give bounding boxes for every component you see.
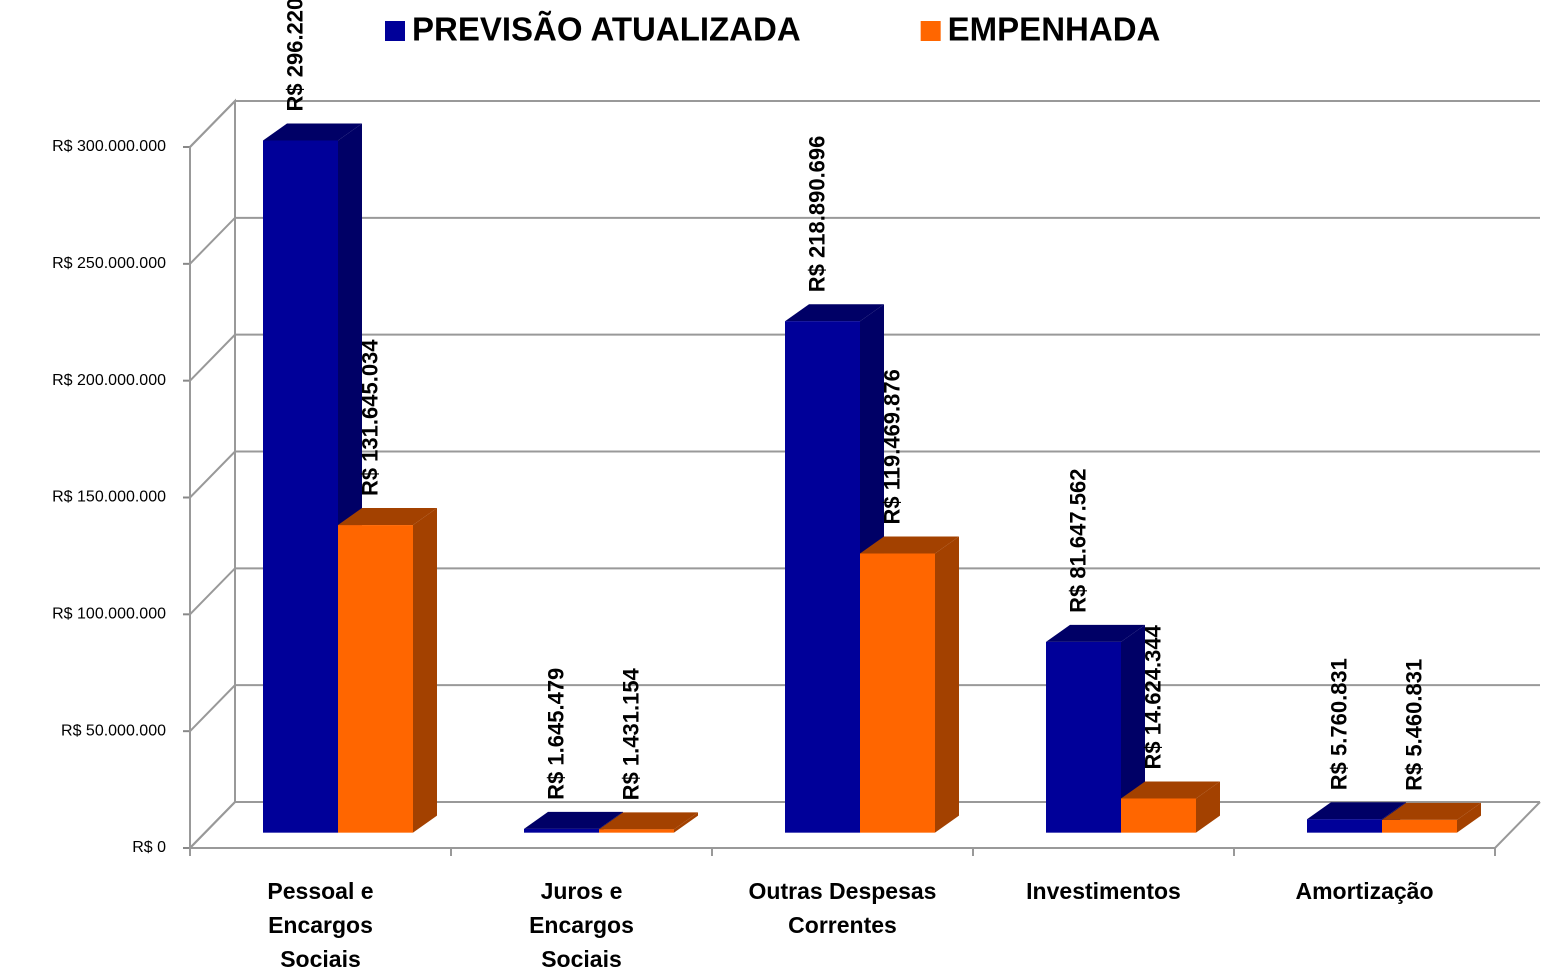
bar-top bbox=[1307, 802, 1406, 820]
x-tick-label: Juros e Encargos Sociais bbox=[529, 878, 634, 971]
value-label: R$ 14.624.344 bbox=[1140, 624, 1165, 769]
bar bbox=[860, 553, 935, 833]
legend-swatch bbox=[920, 21, 941, 41]
bar bbox=[785, 321, 860, 833]
y-tick-label: R$ 150.000.000 bbox=[52, 489, 166, 506]
bar-top bbox=[860, 536, 959, 554]
grid-line bbox=[189, 333, 1540, 382]
bar-side bbox=[1121, 624, 1145, 833]
bar-top bbox=[1382, 802, 1481, 820]
legend-swatch bbox=[385, 21, 405, 41]
grid-line bbox=[189, 216, 1540, 265]
value-label: R$ 5.760.831 bbox=[1326, 658, 1351, 790]
legend-label: EMPENHADA bbox=[948, 11, 1161, 48]
grid-line bbox=[189, 100, 1540, 148]
bar-side bbox=[413, 508, 437, 833]
value-label: R$ 5.460.831 bbox=[1401, 659, 1426, 791]
bar-top bbox=[1121, 781, 1220, 799]
bar-side bbox=[1196, 781, 1220, 833]
bar-side bbox=[935, 536, 959, 833]
bar bbox=[1382, 819, 1457, 833]
bar bbox=[524, 828, 599, 833]
bar bbox=[1307, 819, 1382, 833]
grid-line bbox=[189, 567, 1540, 616]
bar-top bbox=[785, 304, 884, 322]
y-tick-label: R$ 50.000.000 bbox=[61, 722, 166, 739]
x-tick-label: Outras Despesas Correntes bbox=[749, 878, 937, 938]
y-tick-label: R$ 100.000.000 bbox=[52, 606, 166, 623]
value-label: R$ 1.431.154 bbox=[618, 667, 643, 800]
bar-side bbox=[1457, 802, 1481, 833]
x-tick-label: Amortização bbox=[1295, 878, 1433, 904]
y-tick-label: R$ 0 bbox=[132, 839, 166, 856]
bar bbox=[263, 140, 338, 833]
y-tick-label: R$ 200.000.000 bbox=[52, 372, 166, 389]
bar-top bbox=[599, 812, 698, 830]
value-label: R$ 119.469.876 bbox=[879, 369, 904, 524]
bar-top bbox=[1046, 624, 1145, 642]
y-tick-label: R$ 250.000.000 bbox=[52, 255, 166, 272]
legend-label: PREVISÃO ATUALIZADA bbox=[412, 11, 801, 48]
x-tick-label: Investimentos bbox=[1026, 878, 1181, 904]
value-label: R$ 296.220.488 bbox=[282, 0, 307, 111]
value-label: R$ 131.645.034 bbox=[357, 339, 382, 496]
bar-top bbox=[263, 123, 362, 141]
bar bbox=[1121, 798, 1196, 833]
value-label: R$ 81.647.562 bbox=[1065, 469, 1090, 613]
bar bbox=[338, 525, 413, 833]
bar-side bbox=[674, 812, 698, 833]
value-label: R$ 218.890.696 bbox=[804, 136, 829, 293]
bar bbox=[1046, 641, 1121, 833]
x-tick-label: Pessoal e Encargos Sociais bbox=[267, 878, 373, 971]
grid-line bbox=[189, 450, 1540, 499]
bar-top bbox=[338, 508, 437, 526]
y-tick-label: R$ 300.000.000 bbox=[52, 138, 166, 155]
bar-top bbox=[524, 811, 623, 829]
value-label: R$ 1.645.479 bbox=[543, 668, 568, 800]
bar bbox=[599, 829, 674, 833]
